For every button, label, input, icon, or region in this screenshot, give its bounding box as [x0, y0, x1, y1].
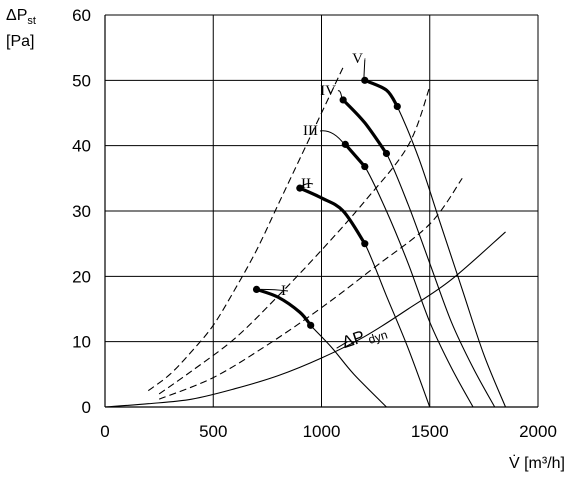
y-tick-label: 20 [72, 267, 91, 286]
operating-point [361, 240, 369, 248]
fan-curve-label: V [352, 51, 363, 67]
x-tick-label: 1500 [411, 422, 449, 441]
fan-curve-IV: IV [320, 83, 496, 408]
axes [104, 15, 538, 408]
operating-point [361, 162, 369, 171]
y-axis-label-subscript: st [27, 15, 36, 27]
fan-curve-label: III [303, 123, 318, 139]
fan-curve-I: I [252, 283, 387, 408]
fan-curve-III: III [303, 123, 474, 408]
system-curves [147, 67, 463, 400]
y-tick-label: 0 [82, 398, 91, 417]
y-tick-label: 10 [72, 333, 91, 352]
curve-label-leader [255, 288, 289, 292]
operating-range [341, 98, 388, 155]
fan-curve-line [364, 79, 507, 408]
dynamic-pressure-line [104, 231, 506, 408]
y-axis-label-symbol: ΔP [6, 7, 27, 24]
operating-range [364, 78, 399, 108]
y-tick-label: 50 [72, 71, 91, 90]
x-tick-label: 0 [100, 422, 109, 441]
operating-point [382, 149, 391, 158]
x-tick-label: 500 [199, 422, 227, 441]
y-axis-unit: [Pa] [6, 33, 34, 50]
fan-curve-V: V [352, 51, 507, 408]
dynamic-pressure-label: ΔPdyn [340, 320, 390, 355]
operating-point [307, 321, 315, 329]
y-axis-label: ΔPst [6, 7, 36, 27]
operating-point [393, 102, 401, 111]
curve-label-leader [298, 183, 314, 189]
operating-point [361, 76, 369, 84]
tick-labels: 0 500 1000 1500 2000 0 10 20 30 40 50 60 [72, 6, 557, 441]
y-tick-label: 60 [72, 6, 91, 25]
x-tick-label: 1000 [303, 422, 341, 441]
fan-curve-label: II [301, 176, 311, 192]
curve-label-leader [337, 90, 343, 101]
fan-curve-II: II [296, 176, 431, 408]
fan-curve-line [344, 143, 474, 408]
operating-range [344, 143, 367, 168]
dynamic-label-leader [336, 341, 348, 349]
fan-curve-line [299, 187, 431, 408]
y-tick-label: 30 [72, 202, 91, 221]
fan-curve-label: IV [320, 83, 336, 99]
x-tick-label: 2000 [519, 422, 557, 441]
system-curve [147, 67, 344, 392]
curve-label-leader [319, 130, 345, 145]
curve-label-leader [363, 58, 366, 81]
system-curve [158, 178, 463, 400]
y-tick-label: 40 [72, 137, 91, 156]
operating-range [299, 186, 367, 245]
grid [105, 14, 539, 407]
system-curve [158, 86, 431, 395]
operating-point [339, 96, 347, 104]
x-axis-label: V̇ [m³/h] [509, 454, 565, 472]
operating-range [256, 287, 312, 327]
fan-curve-label: I [281, 283, 286, 299]
